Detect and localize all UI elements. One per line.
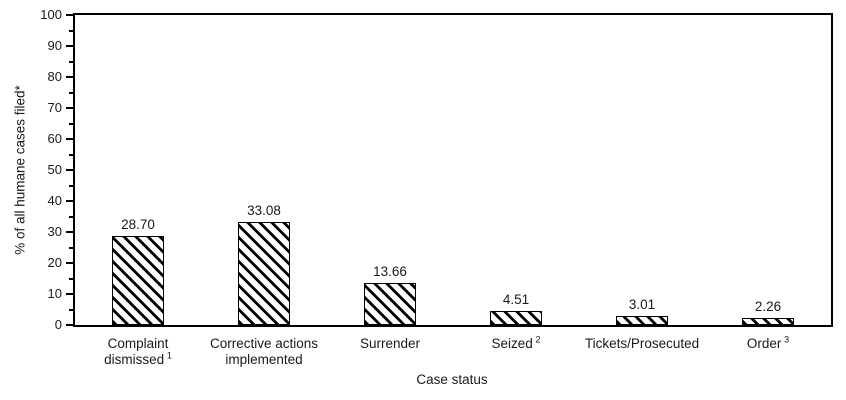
y-axis-tick-minor	[69, 277, 73, 280]
y-axis-tick-minor	[69, 60, 73, 63]
y-axis-tick-major	[66, 107, 73, 109]
bar	[742, 318, 794, 325]
bar-value-label: 28.70	[121, 217, 155, 233]
y-axis-tick-minor	[69, 184, 73, 187]
y-axis-tick-label: 20	[47, 255, 62, 270]
y-axis-tick-label: 40	[47, 193, 62, 208]
y-axis-tick-minor	[69, 153, 73, 156]
y-axis-tick-major	[66, 293, 73, 295]
y-axis-tick-major	[66, 231, 73, 233]
y-axis-tick-minor	[69, 215, 73, 218]
y-axis-tick-minor	[69, 29, 73, 32]
y-axis-tick-minor	[69, 122, 73, 125]
bar	[364, 282, 416, 325]
bar	[112, 236, 164, 325]
y-axis-tick-label: 10	[47, 286, 62, 301]
x-axis-category-label: Order 3	[746, 334, 790, 351]
bar-value-label: 3.01	[628, 296, 656, 312]
x-axis-category-label: Seized 2	[491, 334, 541, 351]
x-axis-category-label: Surrender	[359, 336, 421, 351]
y-axis-tick-label: 30	[47, 224, 62, 239]
y-axis-tick-minor	[69, 91, 73, 94]
footnote-superscript: 3	[784, 334, 790, 345]
x-axis-title: Case status	[416, 372, 488, 387]
bars-layer: 28.70 33.08 13.66 4.51 3.01 2.26	[75, 15, 831, 325]
plot-area: 28.70 33.08 13.66 4.51 3.01 2.26	[73, 13, 833, 327]
bar-value-label: 4.51	[502, 292, 530, 308]
bar-value-label: 13.66	[373, 263, 407, 279]
y-axis-tick-major	[66, 138, 73, 140]
bar	[616, 315, 668, 325]
y-axis-tick-major	[66, 76, 73, 78]
y-axis-tick-major	[66, 14, 73, 16]
y-axis-tick-major	[66, 262, 73, 264]
y-axis-tick-label: 100	[40, 7, 62, 22]
y-axis-tick-label: 60	[47, 131, 62, 146]
x-axis-category-label: Corrective actions implemented	[209, 336, 319, 367]
y-axis-tick-minor	[69, 246, 73, 249]
footnote-superscript: 2	[535, 334, 541, 345]
bar-value-label: 2.26	[754, 299, 782, 314]
bar	[490, 311, 542, 325]
y-axis-tick-major	[66, 324, 73, 326]
y-axis-tick-major	[66, 45, 73, 47]
y-axis-tick-minor	[69, 308, 73, 311]
bar	[238, 222, 290, 325]
bar-value-label: 33.08	[247, 203, 281, 219]
x-axis-category-label: Complaint dismissed 1	[104, 336, 172, 367]
y-axis-tick-label: 50	[47, 162, 62, 177]
x-axis-category-label: Tickets/Prosecuted	[584, 336, 700, 351]
y-axis-tick-label: 80	[47, 69, 62, 84]
y-axis-tick-major	[66, 200, 73, 202]
y-axis-tick-label: 70	[47, 100, 62, 115]
y-axis-tick-label: 90	[47, 38, 62, 53]
y-axis-tick-major	[66, 169, 73, 171]
footnote-superscript: 1	[166, 350, 172, 361]
y-axis-tick-label: 0	[54, 317, 62, 332]
